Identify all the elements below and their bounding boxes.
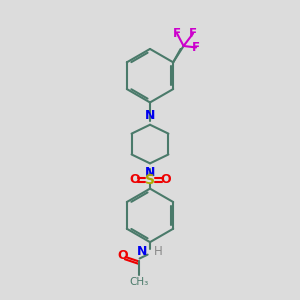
Text: N: N	[145, 166, 155, 179]
Text: O: O	[129, 173, 140, 186]
Text: H: H	[154, 244, 162, 258]
Text: F: F	[189, 27, 197, 40]
Text: F: F	[173, 27, 181, 40]
Text: O: O	[117, 249, 128, 262]
Text: F: F	[192, 41, 200, 54]
Text: N: N	[137, 244, 148, 258]
Text: CH₃: CH₃	[129, 277, 148, 287]
Text: O: O	[160, 173, 171, 186]
Text: S: S	[145, 173, 155, 187]
Text: N: N	[145, 109, 155, 122]
